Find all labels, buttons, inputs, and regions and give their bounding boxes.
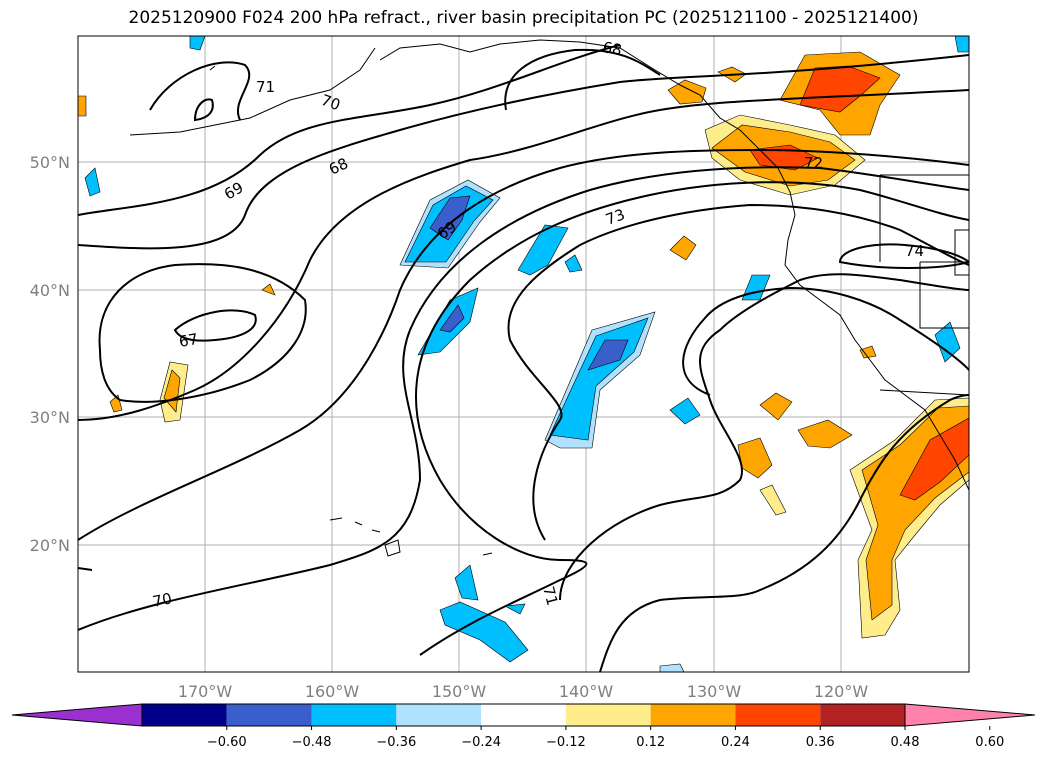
lon-label: 130°W bbox=[687, 682, 742, 701]
colorbar-tick-label: 0.24 bbox=[721, 735, 750, 750]
coastlines bbox=[129, 39, 969, 557]
colorbar-tick-label: −0.36 bbox=[376, 735, 416, 750]
contour-label: 74 bbox=[905, 242, 924, 260]
contour-label: 70 bbox=[319, 91, 343, 114]
colorbar-tick-label: −0.48 bbox=[292, 735, 332, 750]
map-title: 2025120900 F024 200 hPa refract., river … bbox=[128, 8, 919, 28]
contour-label: 68 bbox=[601, 38, 623, 59]
colorbar-extend-low bbox=[11, 703, 143, 727]
refractivity-contours bbox=[78, 44, 969, 672]
colorbar-swatch bbox=[396, 704, 482, 726]
colorbar-swatch bbox=[650, 704, 736, 726]
colorbar-tick-label: −0.24 bbox=[461, 735, 501, 750]
lat-label: 50°N bbox=[30, 153, 70, 172]
contour-label: 71 bbox=[256, 78, 275, 96]
colorbar-swatch bbox=[311, 704, 397, 726]
lat-label: 40°N bbox=[30, 281, 70, 300]
colorbar-tick-label: 0.36 bbox=[806, 735, 835, 750]
contour-label: 71 bbox=[539, 584, 561, 607]
colorbar-tick-label: −0.12 bbox=[546, 735, 586, 750]
colorbar-tick-label: 0.12 bbox=[636, 735, 665, 750]
colorbar-tick-label: 0.48 bbox=[891, 735, 920, 750]
colorbar-frame bbox=[141, 703, 906, 727]
plot-area bbox=[78, 36, 969, 672]
colorbar-swatch bbox=[735, 704, 821, 726]
longitude-labels: 170°W 160°W 150°W 140°W 130°W 120°W bbox=[178, 682, 869, 701]
colorbar-tick-label: −0.60 bbox=[207, 735, 247, 750]
colorbar-swatch bbox=[820, 704, 905, 726]
contour-label: 67 bbox=[178, 330, 200, 351]
latitude-labels: 50°N 40°N 30°N 20°N bbox=[30, 153, 70, 555]
lon-label: 170°W bbox=[178, 682, 233, 701]
contour-label: 72 bbox=[804, 154, 823, 172]
colorbar-swatch bbox=[142, 704, 227, 726]
colorbar-swatch bbox=[226, 704, 312, 726]
lat-label: 20°N bbox=[30, 536, 70, 555]
lon-label: 160°W bbox=[305, 682, 360, 701]
colorbar-swatch bbox=[565, 704, 651, 726]
lon-label: 150°W bbox=[432, 682, 487, 701]
lon-label: 140°W bbox=[559, 682, 614, 701]
contour-label: 73 bbox=[603, 205, 627, 228]
colorbar-extend-high bbox=[904, 703, 1036, 727]
colorbar-swatch bbox=[481, 704, 566, 726]
colorbar-tick-label: 0.60 bbox=[975, 735, 1004, 750]
lon-label: 120°W bbox=[814, 682, 869, 701]
colorbar: −0.60 −0.48 −0.36 −0.24 −0.12 0.12 0.24 0.36 0.4… bbox=[11, 703, 1036, 750]
lat-label: 30°N bbox=[30, 408, 70, 427]
plot-frame bbox=[77, 35, 970, 673]
contour-label: 70 bbox=[151, 589, 173, 611]
